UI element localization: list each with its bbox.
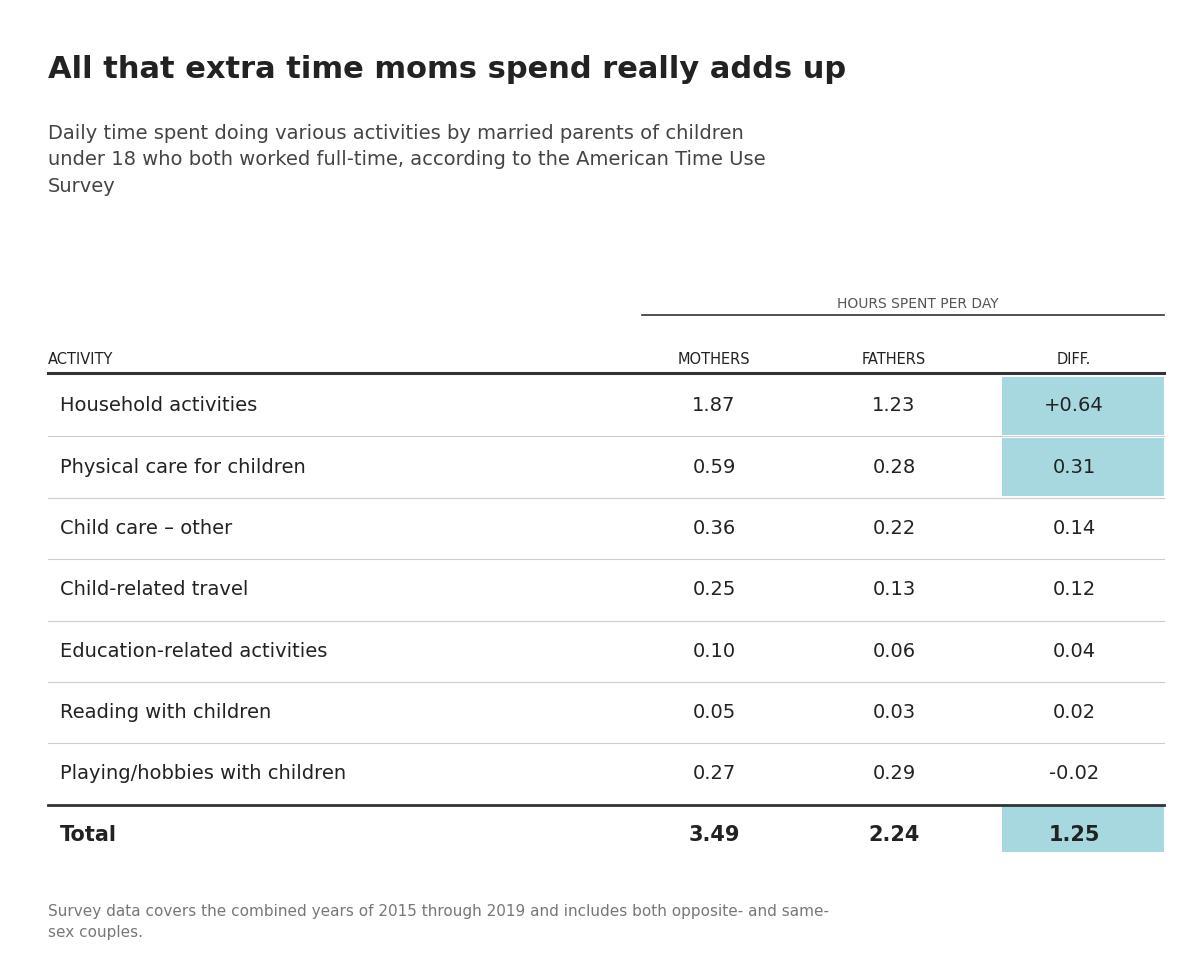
Text: 0.03: 0.03 xyxy=(872,703,916,722)
Text: 1.23: 1.23 xyxy=(872,396,916,415)
Text: FATHERS: FATHERS xyxy=(862,351,926,367)
Text: 0.27: 0.27 xyxy=(692,765,736,783)
Text: 0.14: 0.14 xyxy=(1052,519,1096,538)
Text: MOTHERS: MOTHERS xyxy=(678,351,750,367)
Text: Daily time spent doing various activities by married parents of children
under 1: Daily time spent doing various activitie… xyxy=(48,124,766,196)
Bar xyxy=(1002,807,1164,864)
Text: 0.06: 0.06 xyxy=(872,642,916,661)
Text: Total: Total xyxy=(60,825,118,846)
Text: Child care – other: Child care – other xyxy=(60,519,233,538)
Text: 0.25: 0.25 xyxy=(692,580,736,599)
Text: -0.02: -0.02 xyxy=(1049,765,1099,783)
Text: Child-related travel: Child-related travel xyxy=(60,580,248,599)
Text: 0.36: 0.36 xyxy=(692,519,736,538)
Text: Playing/hobbies with children: Playing/hobbies with children xyxy=(60,765,346,783)
Text: 0.04: 0.04 xyxy=(1052,642,1096,661)
Text: 0.59: 0.59 xyxy=(692,457,736,477)
Text: 0.05: 0.05 xyxy=(692,703,736,722)
Text: HOURS SPENT PER DAY: HOURS SPENT PER DAY xyxy=(838,297,998,311)
Bar xyxy=(1002,377,1164,435)
Text: Household activities: Household activities xyxy=(60,396,257,415)
Text: 0.10: 0.10 xyxy=(692,642,736,661)
Text: 0.12: 0.12 xyxy=(1052,580,1096,599)
Text: 2.24: 2.24 xyxy=(869,825,919,846)
Text: 0.28: 0.28 xyxy=(872,457,916,477)
Text: DIFF.: DIFF. xyxy=(1057,351,1091,367)
Text: 0.13: 0.13 xyxy=(872,580,916,599)
Text: 1.25: 1.25 xyxy=(1049,825,1099,846)
Text: +0.64: +0.64 xyxy=(1044,396,1104,415)
Text: 0.31: 0.31 xyxy=(1052,457,1096,477)
Text: Education-related activities: Education-related activities xyxy=(60,642,328,661)
Text: Survey data covers the combined years of 2015 through 2019 and includes both opp: Survey data covers the combined years of… xyxy=(48,904,829,940)
Text: Reading with children: Reading with children xyxy=(60,703,271,722)
Text: All that extra time moms spend really adds up: All that extra time moms spend really ad… xyxy=(48,55,846,85)
Text: Physical care for children: Physical care for children xyxy=(60,457,306,477)
Text: 0.02: 0.02 xyxy=(1052,703,1096,722)
Bar xyxy=(1002,438,1164,496)
Text: 3.49: 3.49 xyxy=(689,825,739,846)
Text: ACTIVITY: ACTIVITY xyxy=(48,351,113,367)
Text: 1.87: 1.87 xyxy=(692,396,736,415)
Text: 0.29: 0.29 xyxy=(872,765,916,783)
Text: 0.22: 0.22 xyxy=(872,519,916,538)
